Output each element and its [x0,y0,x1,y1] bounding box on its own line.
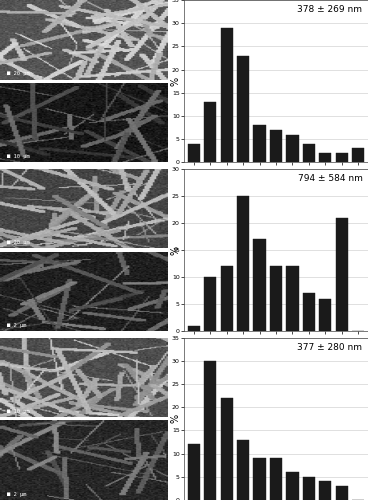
Bar [220,398,233,500]
Bar [319,153,332,162]
Bar [286,472,298,500]
Bar [319,298,332,331]
Bar [204,102,216,162]
Text: ■ 2 µm: ■ 2 µm [7,492,26,497]
Text: ■ 20 µm: ■ 20 µm [7,72,29,76]
Bar [303,294,315,331]
Bar [270,130,282,162]
Bar [237,56,249,162]
Bar [254,125,266,162]
Bar [303,144,315,163]
Bar [336,218,348,331]
Text: ■ 10 µm: ■ 10 µm [7,154,29,159]
Bar [220,28,233,162]
Text: %: % [171,246,181,254]
Bar [188,144,200,163]
Bar [254,458,266,500]
Bar [336,486,348,500]
Text: %: % [171,414,181,424]
Bar [286,266,298,331]
Bar [352,148,364,162]
Bar [319,482,332,500]
Text: 378 ± 269 nm: 378 ± 269 nm [297,5,362,14]
Text: 794 ± 584 nm: 794 ± 584 nm [298,174,362,182]
Text: %: % [171,76,181,86]
Bar [204,361,216,500]
Bar [286,134,298,162]
Bar [188,326,200,331]
Bar [220,266,233,331]
Bar [254,239,266,331]
Bar [270,266,282,331]
Text: 377 ± 280 nm: 377 ± 280 nm [297,342,362,351]
Bar [204,277,216,331]
Bar [336,153,348,162]
Bar [270,458,282,500]
Bar [237,196,249,331]
Text: ■ 10 µm: ■ 10 µm [7,409,29,414]
Bar [188,444,200,500]
Bar [303,477,315,500]
Text: ■ 2 µm: ■ 2 µm [7,323,26,328]
Text: ■ 20 µm: ■ 20 µm [7,240,29,245]
Bar [237,440,249,500]
